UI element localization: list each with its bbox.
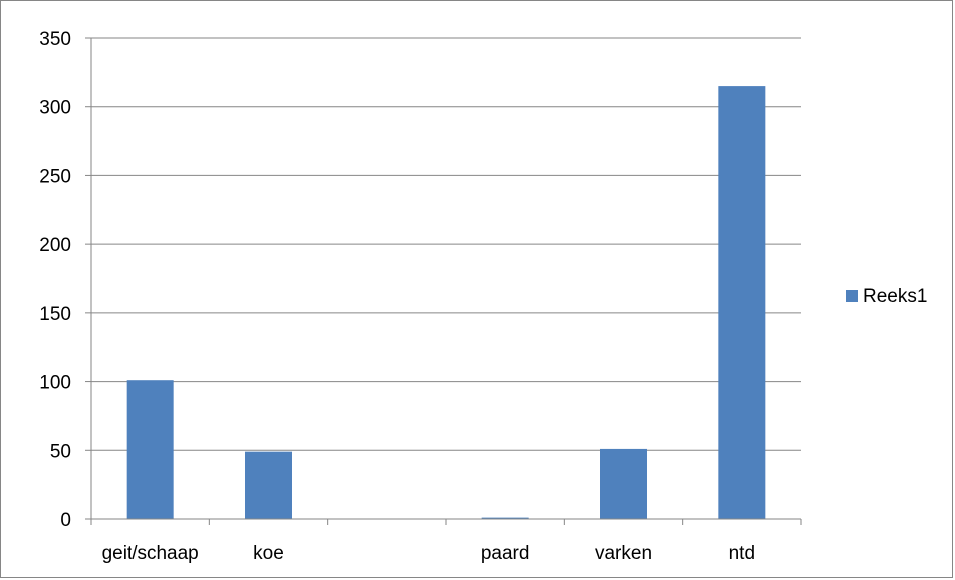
legend-label-reeks1: Reeks1 xyxy=(863,286,927,307)
legend: Reeks1 xyxy=(846,286,927,307)
bar-paard xyxy=(481,517,529,519)
bar-ntd xyxy=(718,86,766,519)
y-tick-label-100: 100 xyxy=(39,373,71,394)
y-tick-label-250: 250 xyxy=(39,166,71,187)
legend-swatch-reeks1 xyxy=(846,290,858,302)
y-tick-label-50: 50 xyxy=(50,441,71,462)
y-tick-label-200: 200 xyxy=(39,235,71,256)
y-axis-tick-labels: 0 50 100 150 200 250 300 350 xyxy=(39,29,71,531)
y-tick-label-300: 300 xyxy=(39,98,71,119)
bars xyxy=(126,86,766,519)
y-tick-label-0: 0 xyxy=(60,510,71,531)
x-tick-label-5: ntd xyxy=(729,543,755,564)
bar-varken xyxy=(600,448,647,519)
x-tick-label-4: varken xyxy=(595,543,652,564)
y-tick-label-150: 150 xyxy=(39,304,71,325)
axes xyxy=(85,37,802,525)
y-tick-label-350: 350 xyxy=(39,29,71,50)
bar-koe xyxy=(245,451,292,519)
x-tick-label-1: koe xyxy=(253,543,284,564)
x-tick-label-0: geit/schaap xyxy=(102,543,199,564)
x-tick-label-3: paard xyxy=(481,543,530,564)
bar-geit/schaap xyxy=(126,380,174,519)
gridlines xyxy=(91,37,801,451)
x-axis-tick-labels: geit/schaap koe paard varken ntd xyxy=(102,543,755,564)
